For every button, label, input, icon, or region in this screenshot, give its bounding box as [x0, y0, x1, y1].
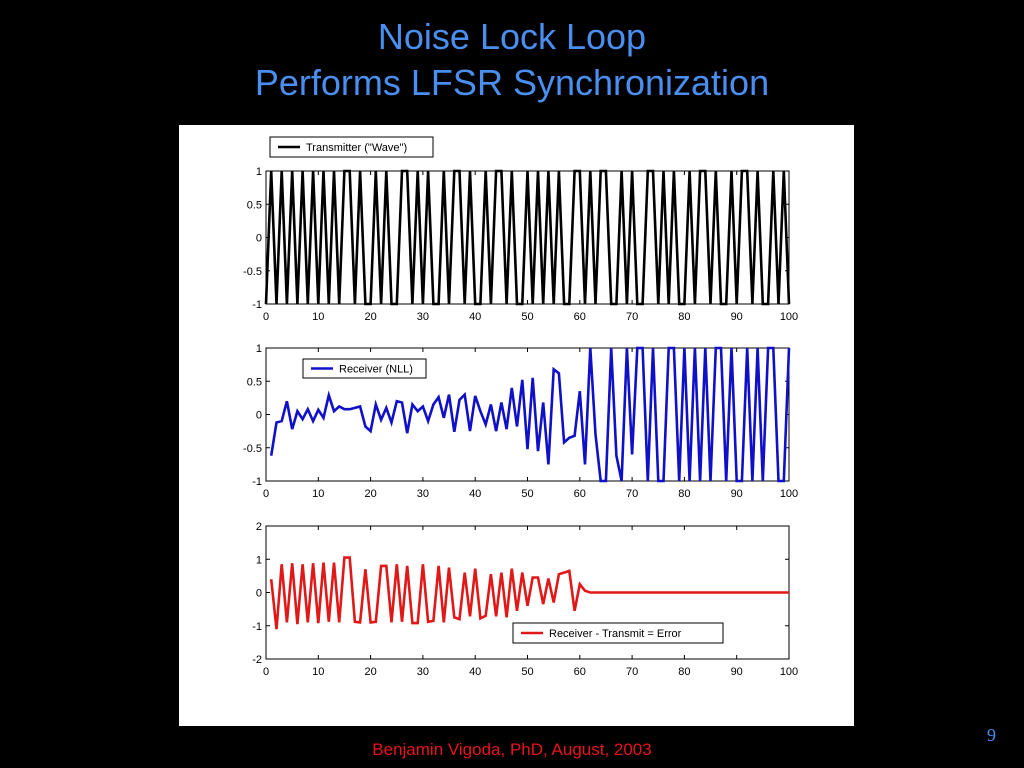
x-tick-label: 0: [263, 488, 269, 500]
x-tick-label: 30: [417, 488, 429, 500]
chart-1: 0 10 20 30 40 50 60 70 80 90 100 1 0.5 0 -0.5 -1 Transmi…: [243, 136, 798, 323]
y-tick-label: -1: [252, 476, 262, 488]
x-tick-label: 80: [678, 488, 690, 500]
x-tick-label: 20: [364, 311, 376, 323]
y-tick-label: -0.5: [243, 443, 262, 455]
y-tick-label: 0.5: [247, 376, 262, 388]
chart-2: 0 10 20 30 40 50 60 70 80 90 100 1 0.5 0 -0.5 -1 Receive…: [243, 343, 798, 500]
y-tick-label: 1: [256, 166, 262, 178]
x-tick-label: 40: [469, 666, 481, 678]
x-tick-label: 70: [626, 311, 638, 323]
y-tick-label: -1: [252, 299, 262, 311]
x-tick-label: 100: [780, 311, 798, 323]
y-tick-label: -0.5: [243, 266, 262, 278]
x-tick-label: 10: [312, 666, 324, 678]
x-tick-label: 40: [469, 311, 481, 323]
legend-label: Transmitter ("Wave"): [306, 142, 407, 154]
legend-label: Receiver (NLL): [339, 364, 413, 376]
x-tick-label: 20: [364, 666, 376, 678]
x-tick-label: 20: [364, 488, 376, 500]
x-tick-label: 100: [780, 666, 798, 678]
y-tick-label: 0: [256, 233, 262, 245]
footer-author: Benjamin Vigoda, PhD, August, 2003: [372, 740, 652, 759]
series-line: [264, 169, 791, 306]
x-tick-label: 90: [731, 311, 743, 323]
x-tick-label: 30: [417, 311, 429, 323]
legend-box: [512, 622, 724, 644]
x-tick-label: 50: [521, 488, 533, 500]
y-tick-label: -1: [252, 621, 262, 633]
x-tick-label: 70: [626, 488, 638, 500]
legend: Transmitter ("Wave"): [269, 136, 434, 158]
y-tick-label: 0: [256, 588, 262, 600]
x-tick-label: 90: [731, 488, 743, 500]
title-line-1: Noise Lock Loop: [377, 16, 647, 57]
legend-label: Receiver - Transmit = Error: [549, 628, 682, 640]
title-line-2: Performs LFSR Synchronization: [254, 62, 770, 103]
x-tick-label: 0: [263, 666, 269, 678]
x-tick-label: 50: [521, 666, 533, 678]
x-tick-label: 90: [731, 666, 743, 678]
x-tick-label: 10: [312, 311, 324, 323]
plots-svg: 0 10 20 30 40 50 60 70 80 90 10010.50-0.5-1Transmi…: [243, 136, 798, 678]
slide-title: Noise Lock Loop Performs LFSR Synchroniz…: [0, 14, 1024, 106]
series-line: [269, 556, 789, 630]
y-tick-label: 2: [256, 521, 262, 533]
x-tick-label: 80: [678, 311, 690, 323]
x-tick-label: 70: [626, 666, 638, 678]
x-tick-label: 40: [469, 488, 481, 500]
x-tick-label: 60: [574, 488, 586, 500]
legend-box: [302, 358, 427, 379]
x-tick-label: 50: [521, 311, 533, 323]
y-tick-label: 1: [256, 343, 262, 355]
x-tick-label: 100: [780, 488, 798, 500]
x-tick-label: 10: [312, 488, 324, 500]
legend: Receiver (NLL): [302, 358, 427, 379]
figure-panel: 0 10 20 30 40 50 60 70 80 90 100 1 0.5 0 -0.5 -1 Transmi…: [179, 125, 854, 726]
y-tick-label: -2: [252, 654, 262, 666]
y-tick-label: 1: [256, 554, 262, 566]
x-tick-label: 80: [678, 666, 690, 678]
x-tick-label: 60: [574, 311, 586, 323]
x-tick-label: 0: [263, 311, 269, 323]
legend: Receiver - Transmit = Error: [512, 622, 724, 644]
x-tick-label: 60: [574, 666, 586, 678]
y-tick-label: 0.5: [247, 199, 262, 211]
legend-box: [269, 136, 434, 158]
series-line: [269, 346, 791, 483]
x-tick-label: 30: [417, 666, 429, 678]
page-number: 9: [987, 725, 996, 745]
y-tick-label: 0: [256, 410, 262, 422]
